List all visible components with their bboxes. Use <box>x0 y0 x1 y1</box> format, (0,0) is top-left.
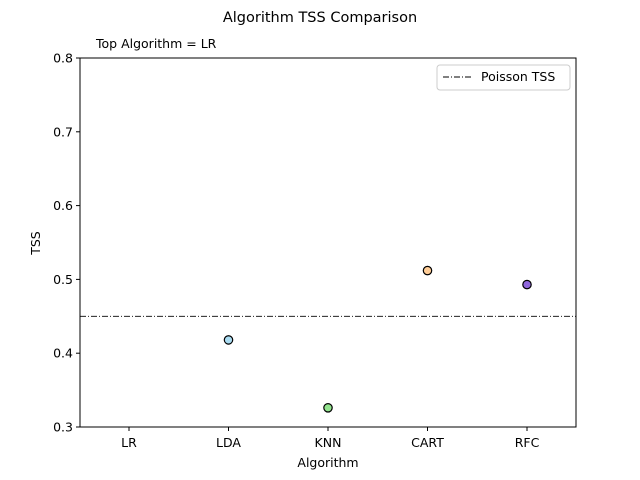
x-tick-label: KNN <box>315 435 342 450</box>
y-tick-label: 0.6 <box>53 198 73 213</box>
top-algorithm-annotation: Top Algorithm = LR <box>95 36 217 51</box>
x-tick-label: LDA <box>216 435 241 450</box>
x-tick-label: CART <box>411 435 444 450</box>
x-tick-label: LR <box>121 435 137 450</box>
y-tick-label: 0.8 <box>53 51 73 66</box>
axes <box>79 57 577 428</box>
data-point-rfc <box>522 279 532 290</box>
chart-title: Algorithm TSS Comparison <box>223 10 417 26</box>
y-tick-label: 0.5 <box>53 272 73 287</box>
x-tick-label: RFC <box>515 435 540 450</box>
x-axis-label: Algorithm <box>297 455 358 470</box>
y-axis-label: TSS <box>28 231 43 256</box>
y-tick-label: 0.3 <box>53 420 73 435</box>
ticks: LR LDA KNN CART RFC 0.3 0.4 0.5 0.6 0.7 0.8 <box>53 51 539 451</box>
y-tick-label: 0.4 <box>53 346 73 361</box>
data-point-knn <box>323 403 333 413</box>
legend: Poisson TSS <box>436 64 571 91</box>
data-point-lda <box>223 335 234 345</box>
legend-box <box>436 64 571 91</box>
legend-label: Poisson TSS <box>481 69 555 84</box>
y-tick-label: 0.7 <box>53 124 73 139</box>
data-point-cart <box>422 265 433 276</box>
data-points <box>223 265 532 413</box>
plot-frame <box>79 57 577 428</box>
